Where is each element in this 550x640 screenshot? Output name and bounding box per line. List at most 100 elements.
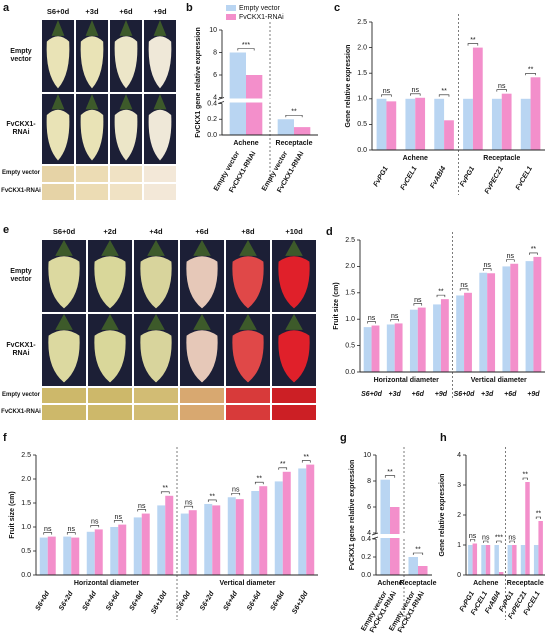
significance-bracket [459, 288, 469, 291]
x-tick-label: S6+10d [291, 590, 310, 616]
bar [386, 101, 397, 150]
axis-break [372, 534, 432, 538]
y-tick-label: 10 [363, 452, 371, 459]
significance-bracket [278, 467, 288, 470]
fruit [140, 256, 172, 309]
calyx [147, 240, 165, 256]
y-tick-label: 0.2 [361, 554, 371, 561]
bar [434, 98, 445, 150]
bar [141, 513, 150, 575]
y-tick-label: 1.0 [21, 524, 31, 531]
panel-label: a [3, 2, 10, 14]
y-tick-label: 2 [457, 512, 461, 519]
bar [380, 479, 390, 575]
calyx [193, 314, 211, 330]
fruit [94, 256, 126, 309]
axis-break-marks [217, 97, 225, 104]
x-tick-label: +3d [389, 391, 402, 398]
significance-bracket [90, 525, 100, 528]
calyx [119, 20, 133, 36]
panel-label: e [3, 224, 9, 236]
significance-bracket [381, 94, 392, 97]
significance-bracket [525, 72, 536, 76]
significance-bracket [522, 477, 528, 480]
fruit [94, 330, 126, 383]
significance-bracket [496, 89, 507, 92]
row-label: Empty vector [10, 268, 32, 283]
row-label: Empty vector [1, 391, 40, 398]
y-axis-label: Gene relative expression [345, 45, 352, 128]
bar [464, 292, 472, 372]
bar [63, 536, 72, 575]
y-tick-label: 2.5 [21, 452, 31, 459]
bar [472, 543, 478, 575]
significance-bracket [438, 94, 450, 97]
calyx [239, 314, 257, 330]
y-tick-label: 0.4 [361, 536, 371, 543]
significance-bracket [436, 294, 446, 298]
legend-label: Empty vector [239, 5, 281, 12]
photo-strip [76, 184, 108, 200]
significance-label: ns [232, 487, 240, 494]
bar [282, 471, 291, 575]
significance-bracket [384, 475, 396, 478]
row-label: FvCKX1-RNAi [6, 121, 36, 136]
calyx [55, 314, 73, 330]
bar [306, 464, 315, 575]
photo-strip [226, 405, 270, 420]
x-tick-label: S6+4d [82, 590, 99, 612]
fruit [186, 256, 218, 309]
x-tick-label: +6d [504, 391, 517, 398]
x-tick-label: FvCEL1 [399, 165, 418, 191]
bar [298, 468, 307, 575]
fruit [80, 36, 104, 89]
y-tick-label: 4 [213, 94, 217, 101]
bar [409, 309, 418, 372]
row-label: FvCKX1-RNAi [6, 342, 36, 357]
bar [502, 266, 511, 372]
significance-label: ns [460, 282, 468, 289]
significance-label: ** [280, 461, 286, 468]
significance-label: ** [441, 88, 447, 95]
significance-bracket [535, 516, 541, 519]
axis-break-marks [371, 532, 379, 540]
y-tick-label: 8 [213, 49, 217, 56]
significance-bracket [285, 114, 303, 118]
bar [415, 97, 426, 150]
bar [538, 521, 543, 575]
bar [520, 545, 526, 575]
fruit [140, 330, 172, 383]
x-tick-label: S6+0d [454, 391, 476, 398]
x-tick-label: FvCEL1 [515, 165, 534, 191]
photo-strip [180, 388, 224, 403]
significance-bracket [254, 481, 264, 485]
significance-label: ** [291, 109, 297, 116]
y-tick-label: 2.0 [345, 263, 355, 270]
y-tick-label: 4 [367, 530, 371, 537]
significance-bracket [483, 540, 489, 543]
fruit [278, 330, 310, 383]
photo-strip [272, 405, 316, 420]
significance-label: ** [523, 471, 529, 478]
column-header: +6d [119, 7, 133, 16]
bar [188, 510, 197, 575]
significance-bracket [113, 520, 123, 523]
row-label: FvCKX1-RNAi [1, 408, 41, 415]
significance-label: ns [383, 88, 391, 95]
x-tick-label: +6d [412, 391, 425, 398]
y-tick-label: 2.0 [357, 44, 367, 51]
significance-label: ns [482, 534, 490, 541]
bar [501, 93, 512, 150]
significance-label: ns [498, 83, 506, 90]
y-tick-label: 0.0 [361, 572, 371, 579]
y-tick-label: 0.0 [357, 147, 367, 154]
x-tick-label: S6+0d [361, 391, 383, 398]
fruit [48, 330, 80, 383]
bar [71, 537, 80, 575]
group-label: Horizontal diameter [374, 377, 440, 384]
column-header: +3d [85, 7, 99, 16]
bar [180, 513, 189, 575]
fruit [114, 109, 138, 161]
photo-strip [42, 405, 86, 420]
significance-bracket [66, 532, 76, 535]
